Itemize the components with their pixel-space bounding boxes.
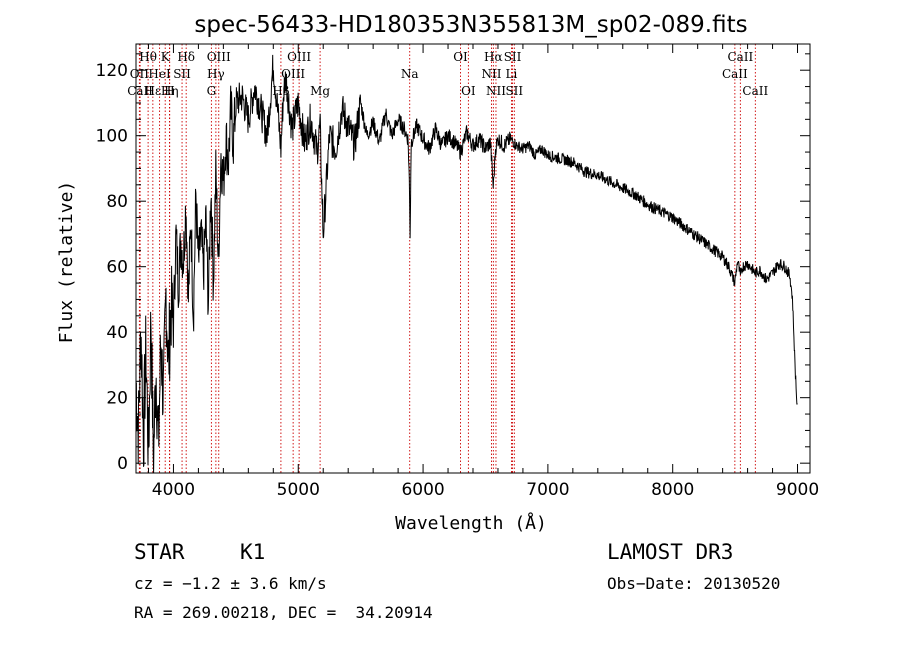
spectral-line-label: Na: [401, 67, 419, 81]
spectral-line-label: Mg: [310, 84, 330, 98]
spectral-line-label: CaII: [727, 50, 753, 64]
y-tick-label: 40: [106, 323, 128, 343]
spectral-line-label: OI: [453, 50, 468, 64]
spectral-line-label: Hα: [484, 50, 503, 64]
spectral-line-label: OIII: [287, 50, 311, 64]
spectral-line-label: Hη: [161, 84, 179, 98]
spectral-line-label: SII: [173, 67, 191, 81]
spectral-line-label: Li: [506, 67, 518, 81]
x-tick-label: 9000: [776, 480, 819, 500]
spectral-line-markers: [138, 44, 756, 473]
redshift-velocity: cz = −1.2 ± 3.6 km/s: [134, 574, 327, 593]
object-class: STAR: [134, 540, 185, 564]
chart-title: spec-56433-HD180353N355813M_sp02-089.fit…: [194, 12, 747, 38]
spectral-line-label: Hε: [145, 84, 162, 98]
spectrum-series: [135, 54, 798, 474]
y-tick-label: 20: [106, 389, 128, 409]
spectral-line-label: OIII: [281, 67, 305, 81]
spectral-line-label: OI: [461, 84, 476, 98]
spectral-line-label: SII: [504, 50, 522, 64]
survey-name: LAMOST DR3: [607, 540, 734, 564]
y-tick-label: 120: [96, 61, 128, 81]
axis-ticks: 4000 5000 6000 7000 8000 9000 0 20 40 60 80 100 120: [96, 44, 819, 500]
x-tick-label: 4000: [152, 480, 195, 500]
y-axis-label: Flux (relative): [56, 181, 77, 344]
spectral-line-label: SII: [505, 84, 523, 98]
spectral-line-label: CaII: [127, 84, 153, 98]
spectral-line-label: H: [164, 84, 174, 98]
spectrum-line: [135, 54, 798, 474]
y-tick-label: 100: [96, 127, 128, 147]
coordinates: RA = 269.00218, DEC = 34.20914: [134, 603, 433, 622]
spectral-line-label: Hδ: [177, 50, 195, 64]
spectral-line-label: K: [161, 50, 171, 64]
spectral-line-label: OIII: [207, 50, 231, 64]
x-tick-label: 5000: [277, 480, 320, 500]
spectral-line-label: NII: [486, 84, 506, 98]
x-tick-label: 6000: [401, 480, 444, 500]
spectral-line-label: NII: [481, 67, 501, 81]
observation-date: Obs−Date: 20130520: [607, 574, 781, 593]
plot-frame: [135, 43, 811, 474]
x-tick-label: 8000: [651, 480, 694, 500]
object-subclass: K1: [240, 540, 266, 564]
y-tick-label: 60: [106, 258, 128, 278]
y-tick-label: 80: [106, 192, 128, 212]
x-tick-label: 7000: [526, 480, 569, 500]
spectral-line-label: CaII: [742, 84, 768, 98]
spectral-line-label: HeI: [148, 67, 171, 81]
spectral-line-label: G: [207, 84, 217, 98]
spectral-line-label: OII: [130, 67, 150, 81]
spectral-line-label: Hθ: [139, 50, 157, 64]
x-axis-label: Wavelength (Å): [395, 512, 547, 534]
y-tick-label: 0: [117, 454, 128, 474]
spectral-line-label: Hγ: [207, 67, 225, 81]
spectral-line-label: CaII: [722, 67, 748, 81]
